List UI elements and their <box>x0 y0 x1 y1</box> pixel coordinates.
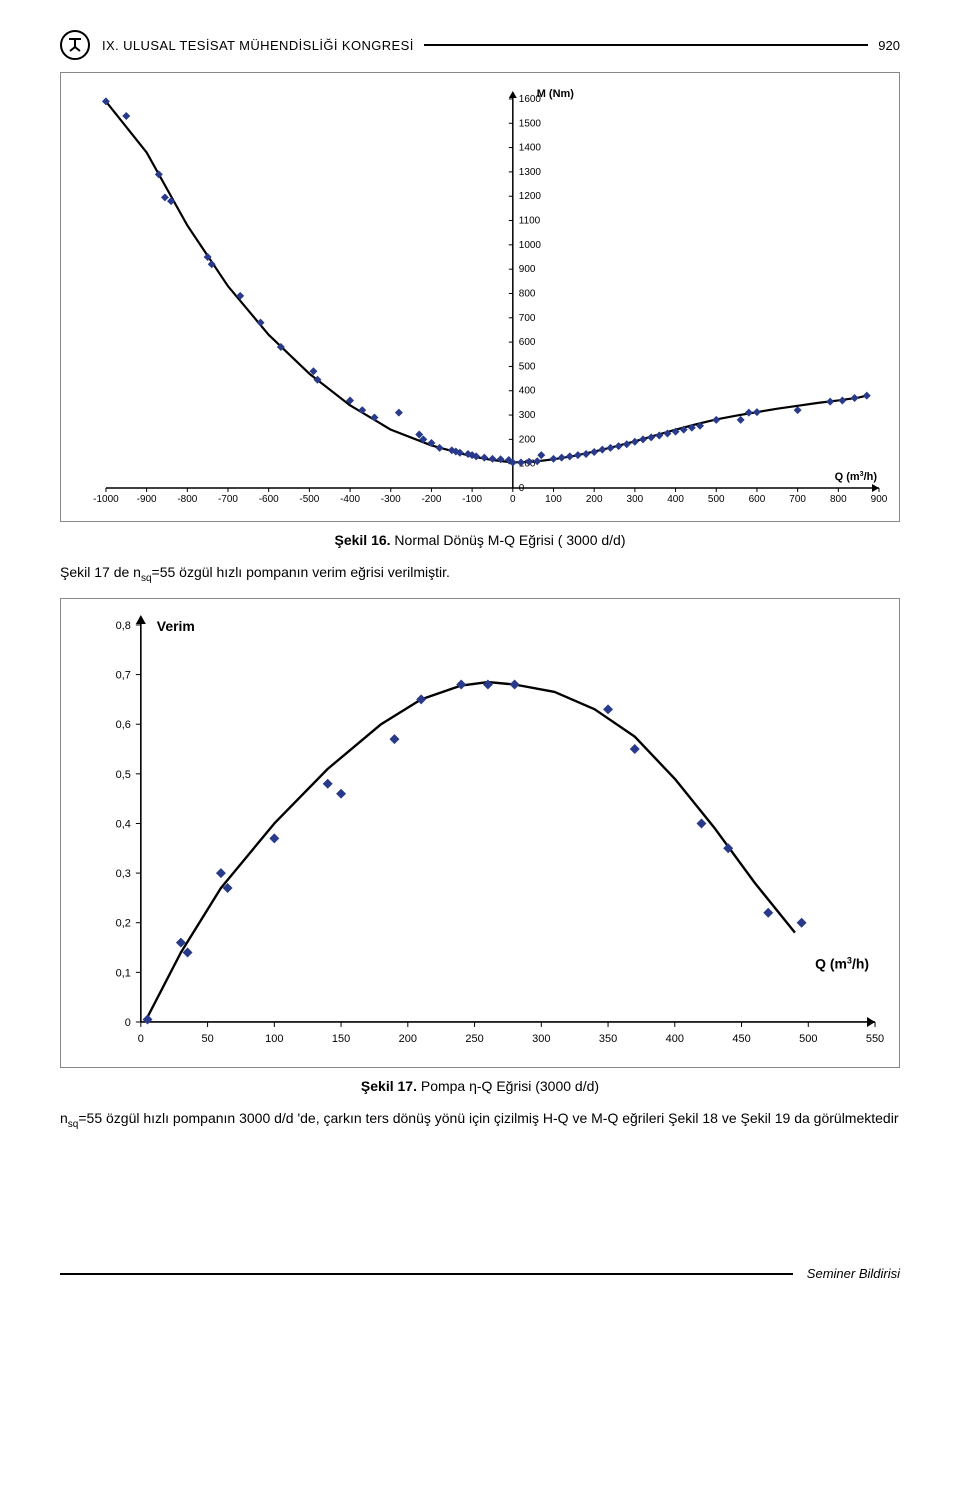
svg-text:300: 300 <box>532 1033 550 1045</box>
svg-text:-600: -600 <box>259 494 279 505</box>
svg-text:0,8: 0,8 <box>116 620 131 632</box>
svg-text:300: 300 <box>627 494 644 505</box>
svg-text:300: 300 <box>519 410 536 421</box>
svg-text:1300: 1300 <box>519 167 542 178</box>
svg-text:-200: -200 <box>421 494 441 505</box>
footer-text: Seminer Bildirisi <box>793 1266 900 1281</box>
svg-text:1400: 1400 <box>519 143 542 154</box>
svg-text:500: 500 <box>708 494 725 505</box>
chart-mq-svg: -1000-900-800-700-600-500-400-300-200-10… <box>71 81 889 510</box>
svg-text:400: 400 <box>666 1033 684 1045</box>
svg-text:500: 500 <box>799 1033 817 1045</box>
svg-text:150: 150 <box>332 1033 350 1045</box>
chart-verim: 0 50 100 150 200 250 300 350 400 450 500 550 0 0,1 0,2… <box>60 598 900 1068</box>
svg-text:200: 200 <box>586 494 603 505</box>
svg-text:450: 450 <box>732 1033 750 1045</box>
svg-text:800: 800 <box>830 494 847 505</box>
svg-text:400: 400 <box>519 386 536 397</box>
svg-text:0,4: 0,4 <box>116 818 131 830</box>
svg-text:200: 200 <box>399 1033 417 1045</box>
svg-text:600: 600 <box>749 494 766 505</box>
svg-text:500: 500 <box>519 361 536 372</box>
svg-text:1200: 1200 <box>519 191 542 202</box>
page-footer: Seminer Bildirisi <box>60 1266 900 1281</box>
chart-mq: -1000-900-800-700-600-500-400-300-200-10… <box>60 72 900 522</box>
logo-icon <box>60 30 90 60</box>
svg-text:600: 600 <box>519 337 536 348</box>
header-rule <box>424 44 869 46</box>
svg-text:800: 800 <box>519 288 536 299</box>
chart-verim-svg: 0 50 100 150 200 250 300 350 400 450 500 550 0 0,1 0,2… <box>71 607 889 1056</box>
svg-text:-1000: -1000 <box>93 494 119 505</box>
text-before-chart2: Şekil 17 de nsq=55 özgül hızlı pompanın … <box>60 564 900 584</box>
svg-text:-900: -900 <box>137 494 157 505</box>
svg-text:0,3: 0,3 <box>116 868 131 880</box>
svg-text:100: 100 <box>265 1033 283 1045</box>
svg-text:-300: -300 <box>381 494 401 505</box>
header-title: IX. ULUSAL TESİSAT MÜHENDİSLİĞİ KONGRESİ <box>102 38 424 53</box>
caption-fig17: Şekil 17. Pompa η-Q Eğrisi (3000 d/d) <box>60 1078 900 1094</box>
svg-text:50: 50 <box>201 1033 213 1045</box>
svg-text:Verim: Verim <box>157 618 195 634</box>
text-after-chart2: nsq=55 özgül hızlı pompanın 3000 d/d 'de… <box>60 1110 900 1130</box>
svg-text:0,7: 0,7 <box>116 669 131 681</box>
svg-text:0: 0 <box>510 494 516 505</box>
svg-text:Q (m3/h): Q (m3/h) <box>835 470 878 483</box>
svg-text:0,1: 0,1 <box>116 967 131 979</box>
svg-text:0: 0 <box>125 1017 131 1029</box>
svg-text:0,5: 0,5 <box>116 769 131 781</box>
svg-text:-800: -800 <box>177 494 197 505</box>
svg-text:-500: -500 <box>299 494 319 505</box>
svg-text:0,6: 0,6 <box>116 719 131 731</box>
svg-text:-100: -100 <box>462 494 482 505</box>
svg-text:900: 900 <box>519 264 536 275</box>
svg-text:0: 0 <box>138 1033 144 1045</box>
svg-text:1500: 1500 <box>519 118 542 129</box>
svg-text:0,2: 0,2 <box>116 917 131 929</box>
page-number: 920 <box>868 38 900 53</box>
svg-text:-700: -700 <box>218 494 238 505</box>
caption-fig16: Şekil 16. Normal Dönüş M-Q Eğrisi ( 3000… <box>60 532 900 548</box>
svg-text:200: 200 <box>519 434 536 445</box>
svg-text:1100: 1100 <box>519 216 541 227</box>
svg-text:700: 700 <box>519 313 536 324</box>
svg-text:M (Nm): M (Nm) <box>537 88 575 100</box>
svg-text:350: 350 <box>599 1033 617 1045</box>
svg-text:1000: 1000 <box>519 240 542 251</box>
svg-text:550: 550 <box>866 1033 884 1045</box>
svg-text:250: 250 <box>465 1033 483 1045</box>
svg-text:Q (m3/h): Q (m3/h) <box>815 955 869 971</box>
svg-text:0: 0 <box>519 483 525 494</box>
svg-text:400: 400 <box>667 494 684 505</box>
svg-text:100: 100 <box>545 494 562 505</box>
page-header: IX. ULUSAL TESİSAT MÜHENDİSLİĞİ KONGRESİ… <box>60 30 900 60</box>
svg-text:-400: -400 <box>340 494 360 505</box>
svg-text:900: 900 <box>871 494 888 505</box>
svg-text:700: 700 <box>789 494 806 505</box>
footer-rule <box>60 1273 793 1275</box>
